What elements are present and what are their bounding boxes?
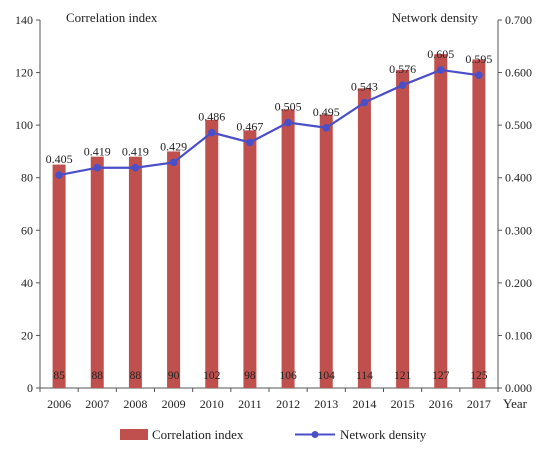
left-tick-label: 20	[21, 328, 33, 342]
bar	[90, 156, 104, 388]
x-tick-label: 2013	[314, 397, 338, 411]
left-axis-title: Correlation index	[66, 10, 158, 25]
left-tick-label: 140	[15, 13, 33, 27]
line-value-label: 0.467	[236, 119, 263, 133]
line-point	[284, 118, 292, 127]
bar	[128, 156, 142, 388]
line-value-label: 0.419	[122, 145, 149, 159]
right-tick-label: 0.100	[505, 328, 532, 342]
x-tick-label: 2014	[352, 397, 376, 411]
bar-value-label: 121	[394, 370, 412, 382]
bar-value-label: 98	[244, 370, 256, 382]
line-value-label: 0.505	[275, 100, 302, 114]
bar-series-correlation-index	[52, 54, 486, 389]
right-tick-label: 0.600	[505, 66, 532, 80]
bar-value-label: 85	[53, 370, 65, 382]
bar-value-label: 114	[356, 370, 373, 382]
x-tick-label: 2006	[47, 397, 71, 411]
line-point	[436, 66, 445, 74]
bar	[396, 69, 410, 388]
line-value-label: 0.543	[351, 80, 378, 94]
line-value-label: 0.429	[160, 139, 187, 153]
right-tick-label: 0.000	[505, 381, 532, 395]
line-value-label: 0.495	[313, 105, 340, 119]
legend-marker-network-density	[311, 431, 319, 438]
x-tick-label: 2011	[238, 397, 262, 411]
right-tick-label: 0.200	[505, 276, 532, 290]
x-tick-label: 2015	[391, 397, 415, 411]
left-tick-label: 120	[15, 66, 33, 80]
bar	[319, 114, 333, 388]
line-value-label: 0.405	[46, 152, 73, 166]
bar-value-label: 106	[279, 370, 297, 382]
line-point	[207, 128, 216, 137]
bar	[357, 88, 371, 388]
bar	[243, 130, 257, 388]
line-point	[360, 98, 369, 107]
bar-value-label: 125	[470, 370, 488, 382]
line-point	[398, 81, 407, 89]
line-value-label: 0.595	[465, 52, 492, 66]
legend: Correlation index Network density	[120, 427, 427, 442]
network-density-line	[58, 68, 480, 177]
data-labels: 85 88 88 90 102 98 106 104 114 121 127 125 0.405 0.41…	[46, 47, 493, 382]
bar-value-label: 102	[203, 370, 221, 382]
bar-value-label: 104	[318, 370, 336, 382]
axes: 0 20 40 60 80 100 120 140 0.000 0.100 0.200 0.300 0.…	[15, 13, 532, 411]
x-axis-title: Year	[503, 396, 528, 411]
bar-value-label: 88	[92, 370, 104, 382]
line-point	[475, 71, 483, 79]
bar	[472, 59, 486, 389]
right-tick-label: 0.500	[505, 118, 532, 132]
line-series-network-density	[55, 66, 483, 179]
x-tick-label: 2016	[429, 397, 453, 411]
right-axis-title: Network density	[392, 10, 479, 25]
line-point	[246, 138, 254, 147]
x-tick-label: 2012	[276, 397, 300, 411]
line-point	[169, 158, 178, 167]
left-tick-label: 40	[21, 276, 33, 290]
left-tick-label: 60	[21, 223, 33, 237]
line-value-label: 0.576	[389, 62, 416, 76]
bar	[281, 109, 295, 388]
left-tick-label: 0	[27, 381, 33, 395]
left-tick-label: 80	[21, 171, 33, 185]
line-value-label: 0.419	[84, 145, 111, 159]
bar	[434, 54, 448, 389]
x-tick-label: 2017	[467, 397, 491, 411]
x-tick-label: 2008	[123, 397, 147, 411]
bar	[205, 119, 219, 388]
right-tick-label: 0.400	[505, 171, 532, 185]
bar-value-label: 127	[432, 370, 450, 382]
x-tick-label: 2007	[85, 397, 109, 411]
bar	[167, 151, 181, 388]
line-point	[131, 163, 140, 172]
line-point	[93, 163, 102, 172]
bar-value-label: 90	[168, 370, 180, 382]
x-tick-label: 2009	[162, 397, 186, 411]
bar	[52, 164, 66, 388]
line-value-label: 0.486	[198, 110, 225, 124]
bar-value-label: 88	[130, 370, 142, 382]
line-point	[322, 123, 331, 132]
right-tick-label: 0.700	[505, 13, 532, 27]
line-point	[55, 171, 63, 179]
legend-label-network-density: Network density	[340, 427, 427, 442]
left-tick-label: 100	[15, 118, 33, 132]
legend-swatch-correlation-index	[120, 429, 148, 440]
right-tick-label: 0.300	[505, 223, 532, 237]
legend-label-correlation-index: Correlation index	[152, 427, 244, 442]
line-value-label: 0.605	[427, 47, 454, 61]
x-tick-label: 2010	[200, 397, 224, 411]
